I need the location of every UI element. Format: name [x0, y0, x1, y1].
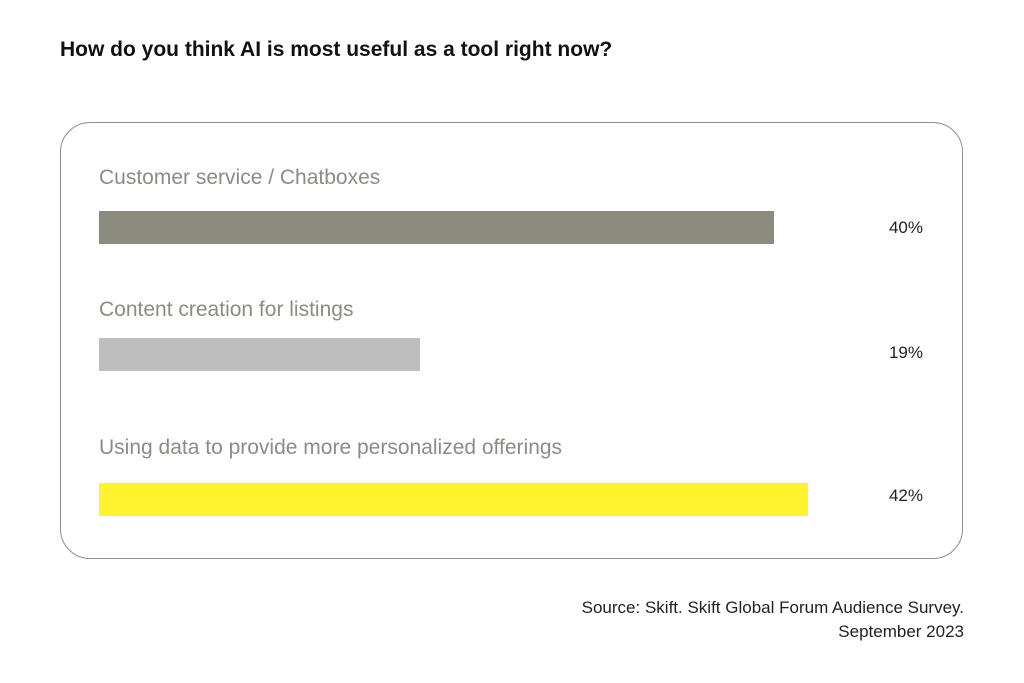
value-label-content-creation: 19% — [888, 343, 923, 362]
category-label-customer-service: Customer service / Chatboxes — [99, 166, 381, 189]
chart-card — [60, 122, 963, 559]
bar-content-creation — [99, 338, 420, 371]
bar-customer-service — [99, 211, 774, 244]
source-line-2: September 2023 — [838, 622, 964, 641]
source-note: Source: Skift. Skift Global Forum Audien… — [582, 596, 964, 644]
category-label-personalized-offerings: Using data to provide more personalized … — [99, 436, 563, 459]
category-label-content-creation: Content creation for listings — [99, 298, 354, 321]
source-line-1: Source: Skift. Skift Global Forum Audien… — [581, 598, 964, 617]
value-label-personalized-offerings: 42% — [888, 486, 923, 505]
chart-title: How do you think AI is most useful as a … — [60, 38, 613, 61]
value-label-customer-service: 40% — [888, 218, 923, 237]
bar-personalized-offerings — [99, 483, 808, 516]
